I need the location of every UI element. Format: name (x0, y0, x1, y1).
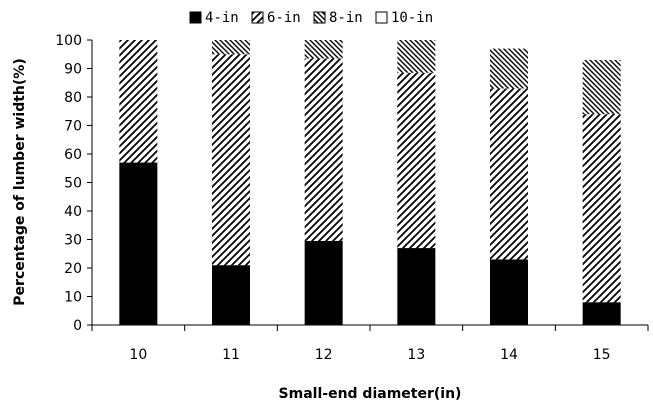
y-ticks: 0 10 20 30 40 50 60 70 80 90 100 (55, 33, 92, 334)
bar-segment-8-in-14 (490, 48, 528, 89)
plot-area (119, 40, 621, 325)
bar-segment-4-in-10 (119, 162, 158, 325)
bar-segment-8-in-11 (212, 40, 250, 55)
y-tick-label-10: 10 (64, 290, 82, 306)
x-tick-label-12: 12 (315, 347, 333, 363)
bar-segment-4-in-14 (490, 259, 528, 325)
bar-segment-8-in-13 (397, 40, 436, 73)
x-tick-label-13: 13 (407, 347, 425, 363)
legend-swatch-6-in (251, 11, 264, 24)
legend-label-8-in: 8-in (329, 10, 363, 26)
legend-swatch-10-in (375, 11, 388, 24)
y-tick-label-40: 40 (64, 204, 82, 220)
legend-label-10-in: 10-in (391, 10, 433, 26)
x-tick-label-15: 15 (593, 347, 611, 363)
x-tick-label-11: 11 (222, 347, 240, 363)
bar-segment-4-in-15 (582, 302, 621, 325)
y-axis-title: Percentage of lumber width(%) (12, 58, 28, 305)
legend-swatch-4-in (189, 11, 202, 24)
bar-segment-8-in-12 (304, 40, 343, 59)
y-tick-label-50: 50 (64, 176, 82, 192)
legend-label-6-in: 6-in (267, 10, 301, 26)
y-tick-label-90: 90 (64, 62, 82, 78)
legend-label-4-in: 4-in (205, 10, 239, 26)
bar-segment-10-in-15 (582, 40, 621, 60)
bar-segment-6-in-10 (119, 40, 158, 163)
x-tick-label-10: 10 (129, 347, 147, 363)
bar-segment-6-in-15 (582, 114, 621, 303)
y-tick-label-60: 60 (64, 147, 82, 163)
bar-segment-6-in-14 (490, 88, 528, 260)
y-tick-label-30: 30 (64, 233, 82, 249)
y-tick-label-70: 70 (64, 119, 82, 135)
bar-segment-4-in-13 (397, 248, 436, 325)
bar-segment-4-in-12 (304, 240, 343, 325)
bar-segment-6-in-11 (212, 54, 250, 266)
x-tick-label-14: 14 (500, 347, 518, 363)
bar-segment-6-in-12 (304, 58, 343, 241)
legend: 4-in 6-in 8-in 10-in (189, 10, 433, 26)
y-tick-label-80: 80 (64, 90, 82, 106)
bar-segment-10-in-14 (490, 40, 528, 49)
bar-segment-8-in-15 (582, 59, 621, 115)
y-tick-label-0: 0 (73, 318, 82, 334)
bar-segment-4-in-11 (212, 265, 250, 325)
legend-swatch-8-in (313, 11, 326, 24)
bar-segment-6-in-13 (397, 72, 436, 249)
x-ticks: 10 11 12 13 14 15 (91, 325, 649, 363)
y-tick-label-20: 20 (64, 261, 82, 277)
y-tick-label-100: 100 (55, 33, 82, 49)
x-axis-title: Small-end diameter(in) (279, 386, 462, 402)
